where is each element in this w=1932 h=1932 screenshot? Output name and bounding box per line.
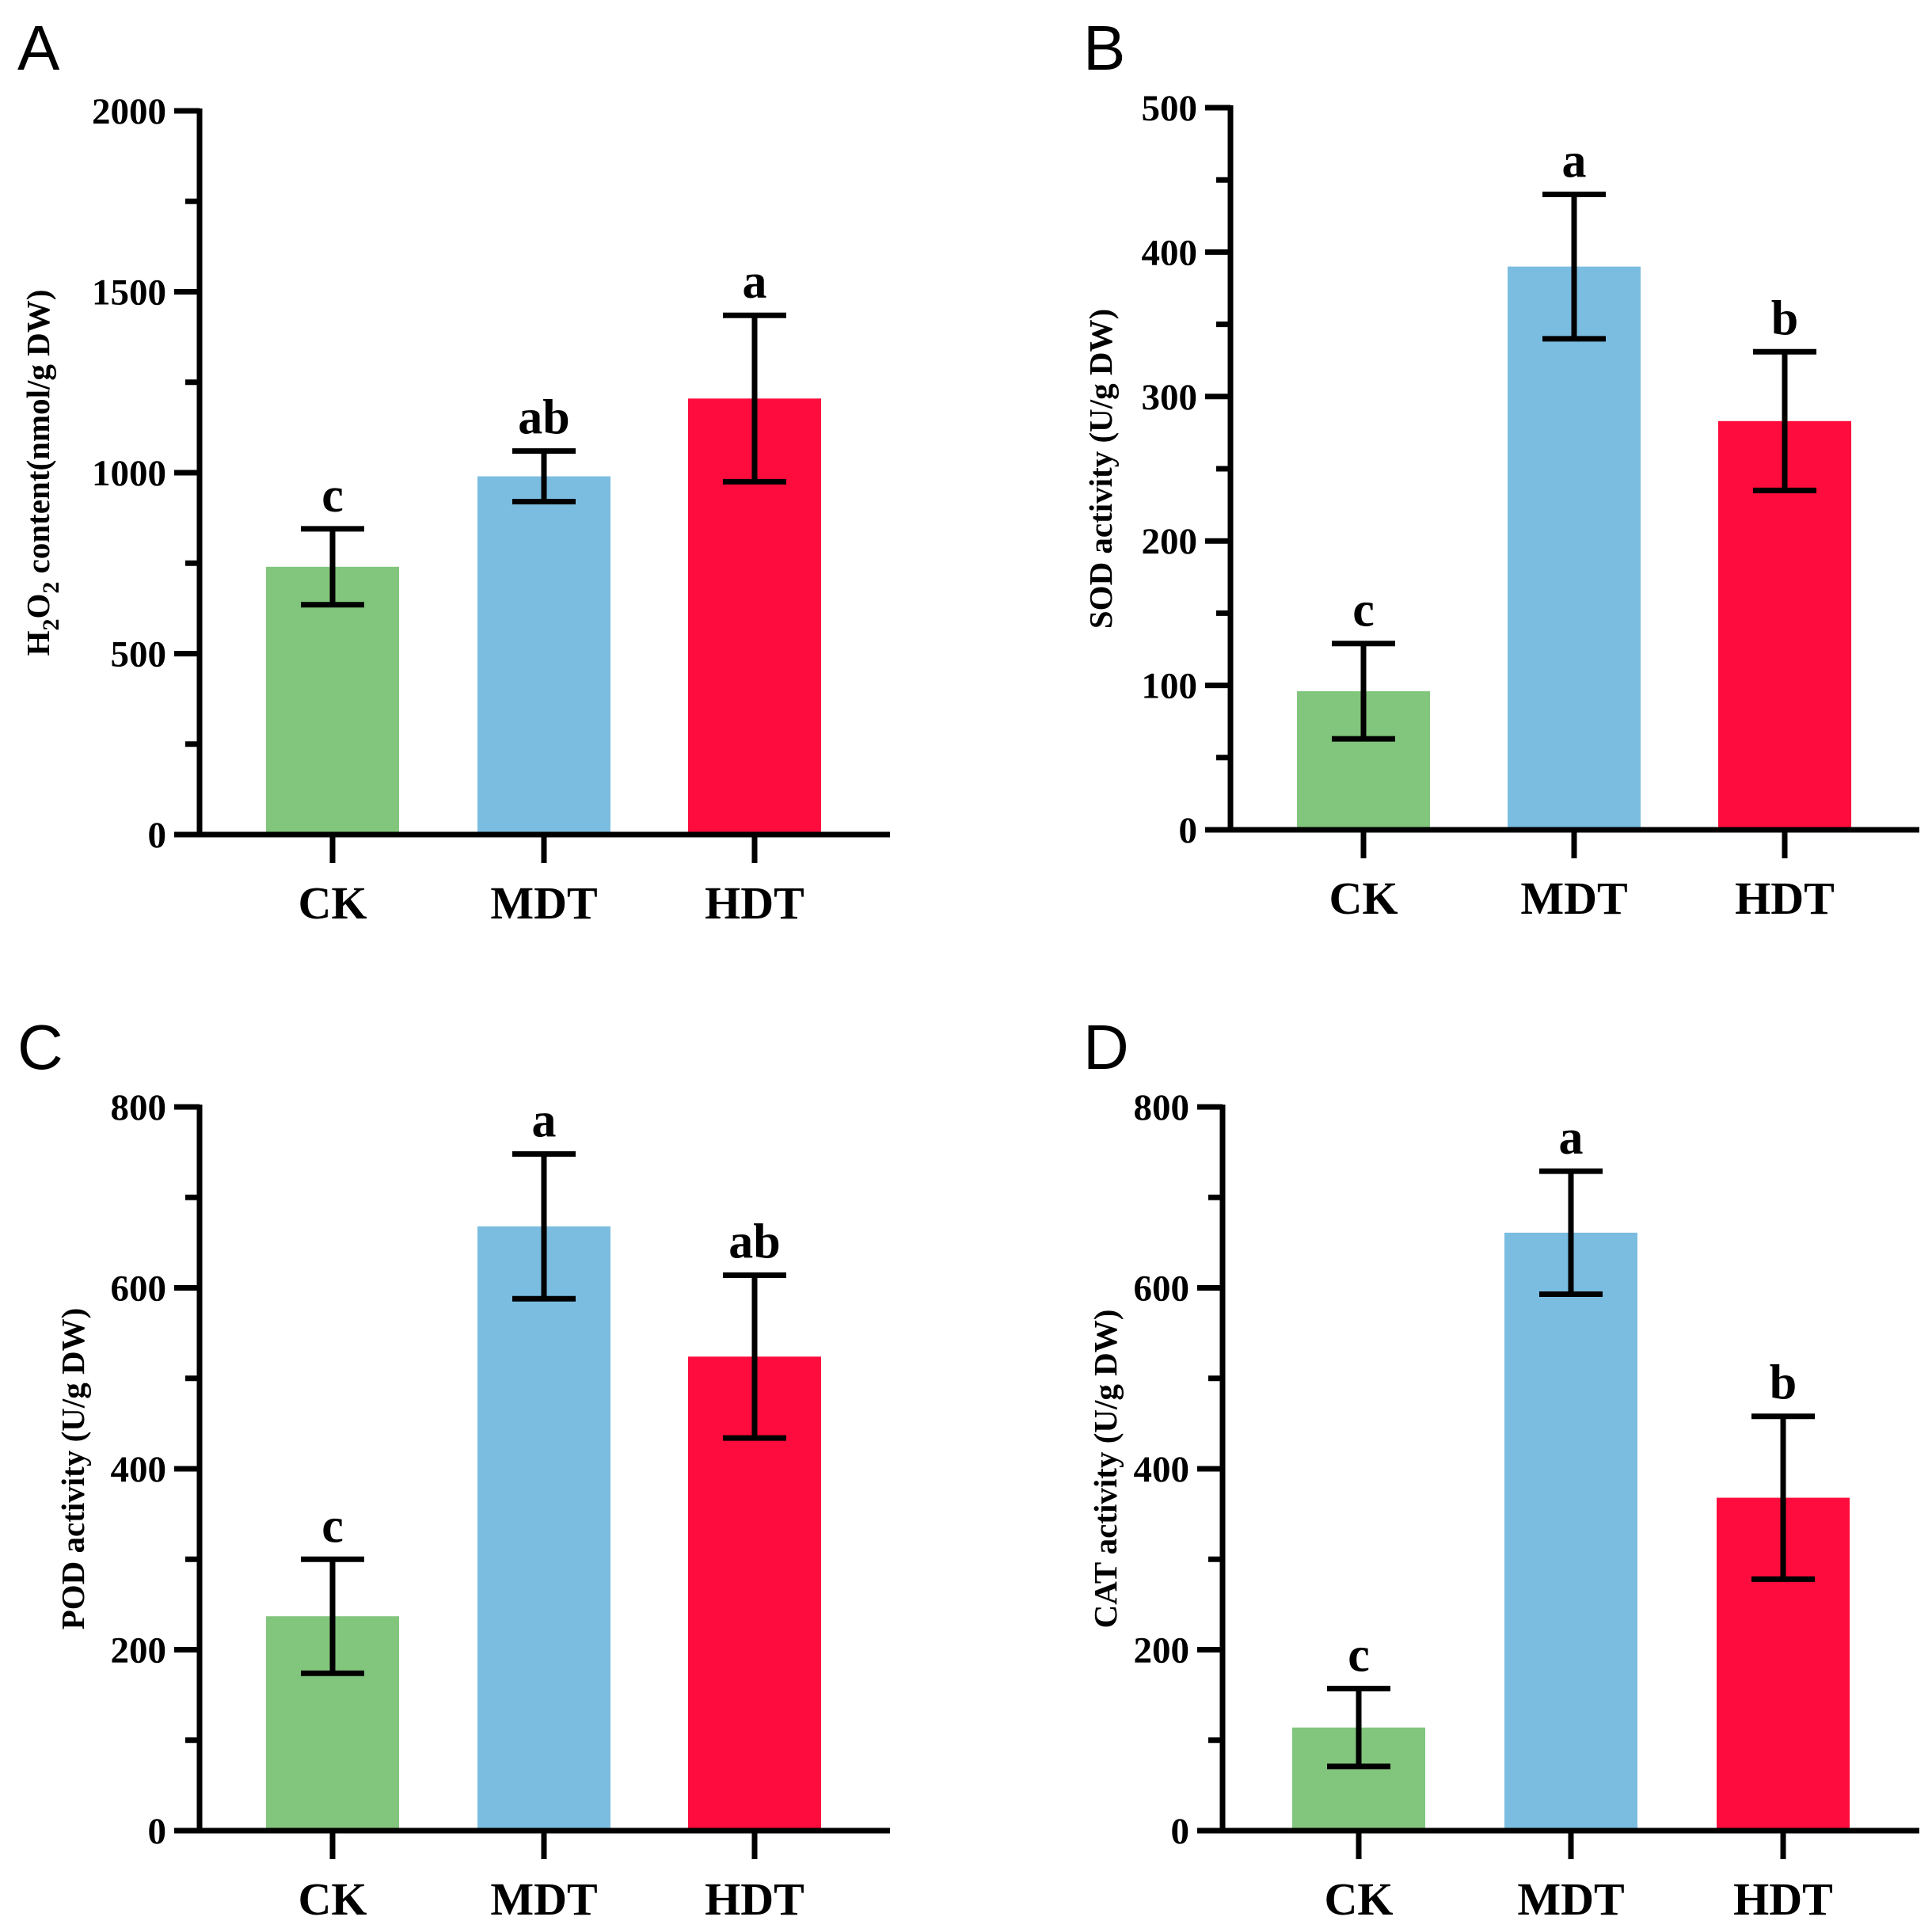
x-tick-label-hdt: HDT xyxy=(1733,1873,1833,1925)
y-tick-label: 800 xyxy=(111,1087,167,1128)
panel-b: Bc a b 0 100 200 300 400 500 CK MDT HDT SOD activity… xyxy=(1082,13,1919,924)
significance-letter-ck: c xyxy=(1348,1629,1370,1683)
panel-letter: A xyxy=(17,13,60,83)
significance-letter-ck: c xyxy=(321,1499,344,1553)
error-bar-ck xyxy=(301,1556,364,1676)
y-tick-label: 1500 xyxy=(92,272,166,314)
error-bar-hdt xyxy=(723,312,786,485)
y-tick-label: 600 xyxy=(1134,1268,1190,1310)
panel-d: Dc a b 0 200 400 600 800 CK MDT HDT CAT activity (U… xyxy=(1083,1012,1919,1925)
y-axis-title: CAT activity (U/g DW) xyxy=(1087,1310,1124,1629)
error-bar-ck xyxy=(1332,641,1395,742)
y-tick-label: 100 xyxy=(1142,666,1198,707)
y-tick-label: 300 xyxy=(1142,377,1198,418)
y-tick-label: 600 xyxy=(111,1268,167,1310)
x-tick-label-hdt: HDT xyxy=(705,1873,804,1925)
y-axis-title-part: content(nmol/g DW) xyxy=(20,290,56,582)
significance-letter-hdt: b xyxy=(1770,1356,1797,1410)
x-tick-label-ck: CK xyxy=(1329,873,1398,924)
significance-letter-mdt: a xyxy=(1562,134,1587,188)
y-tick-label: 0 xyxy=(148,1811,167,1852)
error-bar-mdt xyxy=(1542,191,1606,342)
x-tick-label-hdt: HDT xyxy=(1735,873,1835,924)
error-bar-ck xyxy=(301,526,364,608)
x-tick-label-mdt: MDT xyxy=(490,877,597,929)
bar-ck xyxy=(266,566,399,835)
y-tick-label: 200 xyxy=(1142,521,1198,562)
y-axis-title: POD activity (U/g DW) xyxy=(55,1308,91,1630)
y-tick-label: 0 xyxy=(1179,810,1198,851)
x-tick-label-ck: CK xyxy=(299,1873,367,1925)
panel-c: Cc a ab 0 200 400 600 800 CK MDT HDT POD activity (… xyxy=(17,1012,890,1925)
panel-letter: C xyxy=(17,1012,63,1082)
y-tick-label: 200 xyxy=(1134,1630,1190,1671)
x-tick-label-mdt: MDT xyxy=(1517,1873,1624,1925)
y-axis-title-part: 2 xyxy=(38,618,64,630)
x-tick-label-mdt: MDT xyxy=(490,1873,597,1925)
error-bar-mdt xyxy=(1539,1168,1603,1297)
error-bar-mdt xyxy=(512,448,576,505)
y-axis-title-part: 2 xyxy=(38,582,64,594)
y-tick-label: 0 xyxy=(148,815,167,856)
y-tick-label: 400 xyxy=(1142,232,1198,273)
y-tick-label: 400 xyxy=(1134,1449,1190,1490)
y-tick-label: 2000 xyxy=(92,91,166,132)
significance-letter-mdt: a xyxy=(1559,1111,1584,1165)
y-axis-title: SOD activity (U/g DW) xyxy=(1082,309,1119,629)
y-tick-label: 500 xyxy=(111,634,167,675)
y-axis-title-part: H xyxy=(20,630,56,656)
significance-letter-mdt: a xyxy=(532,1093,557,1147)
y-axis-title-part: O xyxy=(20,594,56,619)
y-tick-label: 500 xyxy=(1142,88,1198,129)
bar-mdt xyxy=(1508,266,1641,830)
y-tick-label: 800 xyxy=(1134,1087,1190,1128)
error-bar-hdt xyxy=(1751,1413,1815,1582)
significance-letter-hdt: ab xyxy=(728,1215,780,1269)
y-tick-label: 400 xyxy=(111,1449,167,1490)
significance-letter-hdt: b xyxy=(1771,291,1798,345)
error-bar-hdt xyxy=(723,1272,786,1441)
significance-letter-hdt: a xyxy=(743,255,767,309)
significance-letter-ck: c xyxy=(321,469,344,523)
error-bar-hdt xyxy=(1753,348,1816,493)
significance-letter-ck: c xyxy=(1352,584,1375,637)
x-tick-label-hdt: HDT xyxy=(705,877,804,929)
bar-mdt xyxy=(1504,1232,1637,1831)
error-bar-mdt xyxy=(512,1150,576,1302)
x-tick-label-ck: CK xyxy=(1325,1873,1394,1925)
x-tick-label-ck: CK xyxy=(299,877,367,929)
panel-letter: D xyxy=(1083,1012,1129,1082)
y-tick-label: 1000 xyxy=(92,453,166,494)
significance-letter-mdt: ab xyxy=(518,391,569,445)
x-tick-label-mdt: MDT xyxy=(1520,873,1627,924)
panel-letter: B xyxy=(1083,13,1125,83)
bar-mdt xyxy=(477,1226,610,1831)
error-bar-ck xyxy=(1327,1686,1390,1770)
bar-mdt xyxy=(477,476,610,835)
y-axis-title: H2O2 content(nmol/g DW) xyxy=(20,290,64,656)
y-tick-label: 0 xyxy=(1171,1811,1190,1852)
y-tick-label: 200 xyxy=(111,1630,167,1671)
